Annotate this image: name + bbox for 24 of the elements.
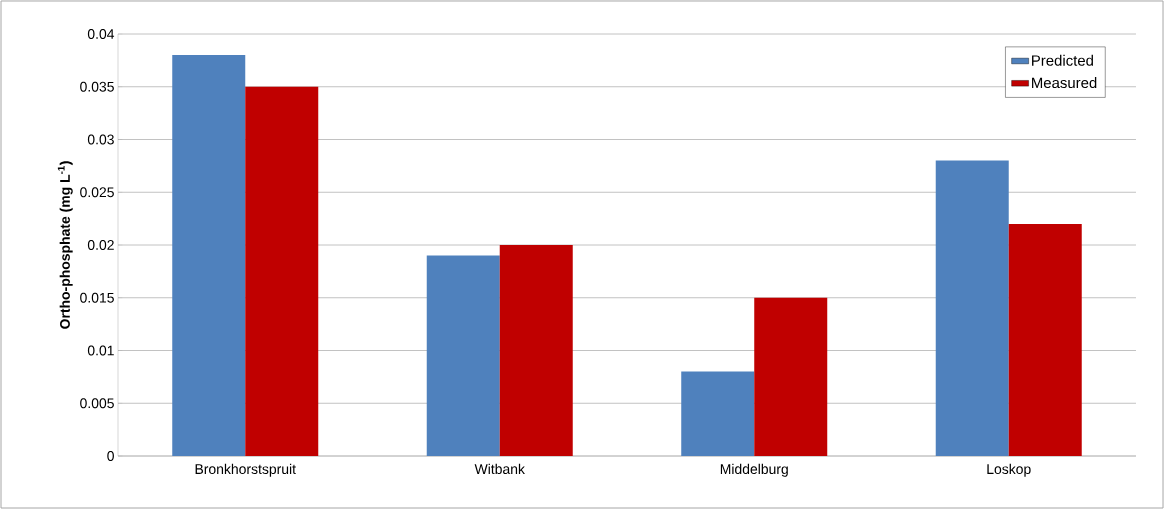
x-tick-label: Middelburg <box>720 463 788 477</box>
y-tick-label: 0.03 <box>87 134 114 145</box>
bar <box>681 371 755 456</box>
bar <box>754 297 828 456</box>
bar <box>499 245 573 456</box>
y-tick-label: 0.025 <box>80 187 114 198</box>
bar <box>426 255 500 456</box>
y-tick-label: 0.01 <box>87 345 114 356</box>
y-tick-label: 0.005 <box>80 398 114 409</box>
y-axis-title: Ortho-phosphate (mg L$^{-1}$) <box>57 161 73 329</box>
bar <box>245 86 319 456</box>
y-tick-label: 0.02 <box>87 240 114 250</box>
legend-label: Measured <box>1032 77 1097 89</box>
legend-label: Predicted <box>1032 54 1093 66</box>
bar <box>1008 223 1082 456</box>
y-tick-label: 0.015 <box>80 292 114 303</box>
y-tick-label: 0 <box>107 451 114 461</box>
bar <box>935 160 1009 456</box>
y-tick-label: 0.035 <box>80 81 114 92</box>
x-tick-label: Loskop <box>987 463 1031 477</box>
y-tick-label: 0.04 <box>87 29 115 39</box>
x-tick-label: Witbank <box>474 463 525 475</box>
x-tick-label: Bronkhorstspruit <box>195 463 296 477</box>
bar <box>172 55 246 456</box>
